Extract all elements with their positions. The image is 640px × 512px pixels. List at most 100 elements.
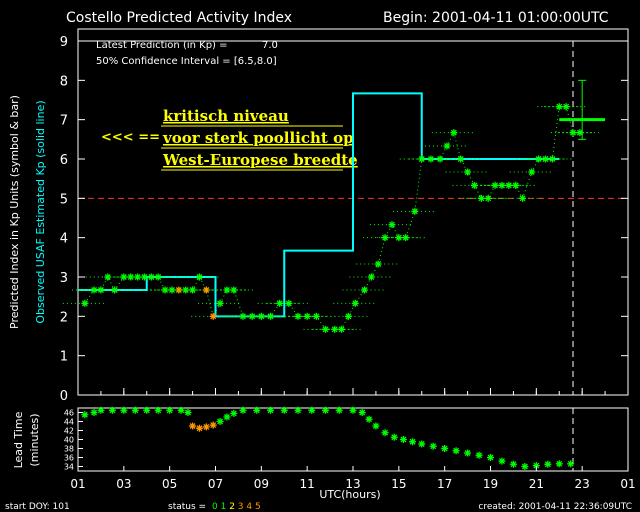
status-code-4: 4 xyxy=(244,502,253,512)
predicted-point-d2 xyxy=(345,313,352,320)
predicted-point xyxy=(548,155,556,163)
y-label-predicted: Predicted Index in Kp Units (symbol & ba… xyxy=(8,95,21,329)
predicted-point xyxy=(464,168,472,176)
lead-y-tick-label: 44 xyxy=(64,418,74,427)
predicted-point-d2 xyxy=(210,313,217,320)
status-code-0: 0 xyxy=(212,502,218,512)
lead-time-point-d2 xyxy=(400,436,407,443)
predicted-point-d2 xyxy=(556,103,563,110)
lead-time-point xyxy=(349,406,357,414)
predicted-point-d2 xyxy=(549,156,556,162)
lead-time-point xyxy=(97,406,105,414)
predicted-point xyxy=(555,103,563,111)
predicted-point-d2 xyxy=(148,274,155,280)
predicted-point xyxy=(470,181,478,189)
predicted-point xyxy=(450,129,458,137)
lead-time-point-d2 xyxy=(336,407,343,414)
lead-time-point xyxy=(429,442,437,450)
predicted-point-d2 xyxy=(411,208,418,215)
lead-time-point xyxy=(108,406,116,414)
predicted-point xyxy=(111,286,119,294)
predicted-point-d2 xyxy=(395,234,402,241)
y-tick-label: 9 xyxy=(60,35,68,50)
predicted-point-d2 xyxy=(331,326,338,333)
predicted-point-d2 xyxy=(203,287,210,293)
lead-time-point xyxy=(294,406,302,414)
predicted-point-d2 xyxy=(457,156,464,162)
lead-time-point-d2 xyxy=(487,454,494,461)
lead-time-point xyxy=(209,421,217,429)
predicted-point xyxy=(312,312,320,320)
start-doy: start DOY: 101 xyxy=(5,502,70,512)
lead-time-point xyxy=(390,433,398,441)
lead-time-point xyxy=(441,445,449,452)
lead-time-point xyxy=(223,413,231,421)
lead-time-point-d2 xyxy=(143,407,150,414)
predicted-point-d2 xyxy=(485,195,492,202)
predicted-point xyxy=(402,234,410,242)
lead-y-tick-label: 42 xyxy=(64,427,74,436)
predicted-point-d2 xyxy=(196,274,203,280)
x-tick-label: 23 xyxy=(575,477,590,491)
lead-y-tick-label: 38 xyxy=(64,445,74,454)
x-tick-label: 19 xyxy=(483,477,498,491)
predicted-point xyxy=(528,168,536,176)
lead-time-point xyxy=(166,406,174,414)
predicted-point xyxy=(202,286,210,294)
predicted-point-d2 xyxy=(375,261,382,267)
y-tick-label: 1 xyxy=(60,350,68,365)
predicted-point xyxy=(81,299,89,307)
lead-y-tick-label: 36 xyxy=(64,454,74,463)
predicted-point-d2 xyxy=(182,287,189,293)
predicted-point xyxy=(267,312,274,320)
y-label-observed: Observed USAF Estimated Kp (solid line) xyxy=(34,100,47,323)
predicted-point xyxy=(374,260,382,268)
predicted-point xyxy=(230,286,238,294)
lead-time-point-d2 xyxy=(322,407,329,414)
lead-time-point-d2 xyxy=(97,407,104,414)
predicted-point xyxy=(542,155,549,163)
predicted-point xyxy=(216,299,224,307)
lead-time-point xyxy=(365,415,373,423)
x-axis-label: UTC(hours) xyxy=(319,488,380,501)
y-tick-label: 2 xyxy=(60,310,68,325)
lead-time-point-d2 xyxy=(230,410,237,417)
predicted-point-d2 xyxy=(111,287,118,293)
x-tick-label: 15 xyxy=(391,477,406,491)
predicted-point xyxy=(519,194,527,202)
y-tick-label: 0 xyxy=(60,389,68,404)
lead-time-point xyxy=(521,463,529,470)
lead-time-point-d2 xyxy=(91,409,98,416)
predicted-point-d2 xyxy=(91,287,98,293)
predicted-point xyxy=(512,181,520,189)
x-tick-label: 03 xyxy=(116,477,131,491)
predicted-point-d2 xyxy=(519,195,526,202)
lead-time-point xyxy=(280,406,288,414)
lead-time-point xyxy=(335,406,343,414)
lead-time-point-d2 xyxy=(210,422,217,429)
predicted-point-d2 xyxy=(388,221,395,228)
x-tick-label: 17 xyxy=(437,477,452,491)
lead-time-point-d2 xyxy=(189,423,196,429)
lead-time-point-d2 xyxy=(196,425,203,432)
lead-time-point xyxy=(567,460,575,468)
observed-kp-line xyxy=(78,92,560,318)
predicted-point-d2 xyxy=(512,182,519,189)
lead-time-point-d2 xyxy=(567,460,574,467)
lead-time-point xyxy=(409,438,417,446)
predicted-point-d2 xyxy=(437,156,444,162)
predicted-point xyxy=(395,234,403,242)
x-tick-label: 21 xyxy=(529,477,544,491)
predicted-point-d2 xyxy=(542,156,549,162)
x-tick-label: 05 xyxy=(162,477,177,491)
annotation-line-1: kritisch niveau xyxy=(163,107,289,125)
x-tick-label: 01 xyxy=(70,477,85,491)
status-code-2: 2 xyxy=(226,502,235,512)
lead-time-point-d2 xyxy=(267,407,274,414)
chart-title: Costello Predicted Activity Index xyxy=(66,10,292,26)
lead-time-point xyxy=(381,429,389,437)
lead-time-point-d2 xyxy=(409,438,416,445)
predicted-point-d2 xyxy=(230,287,237,293)
lead-time-point-d2 xyxy=(521,463,528,470)
